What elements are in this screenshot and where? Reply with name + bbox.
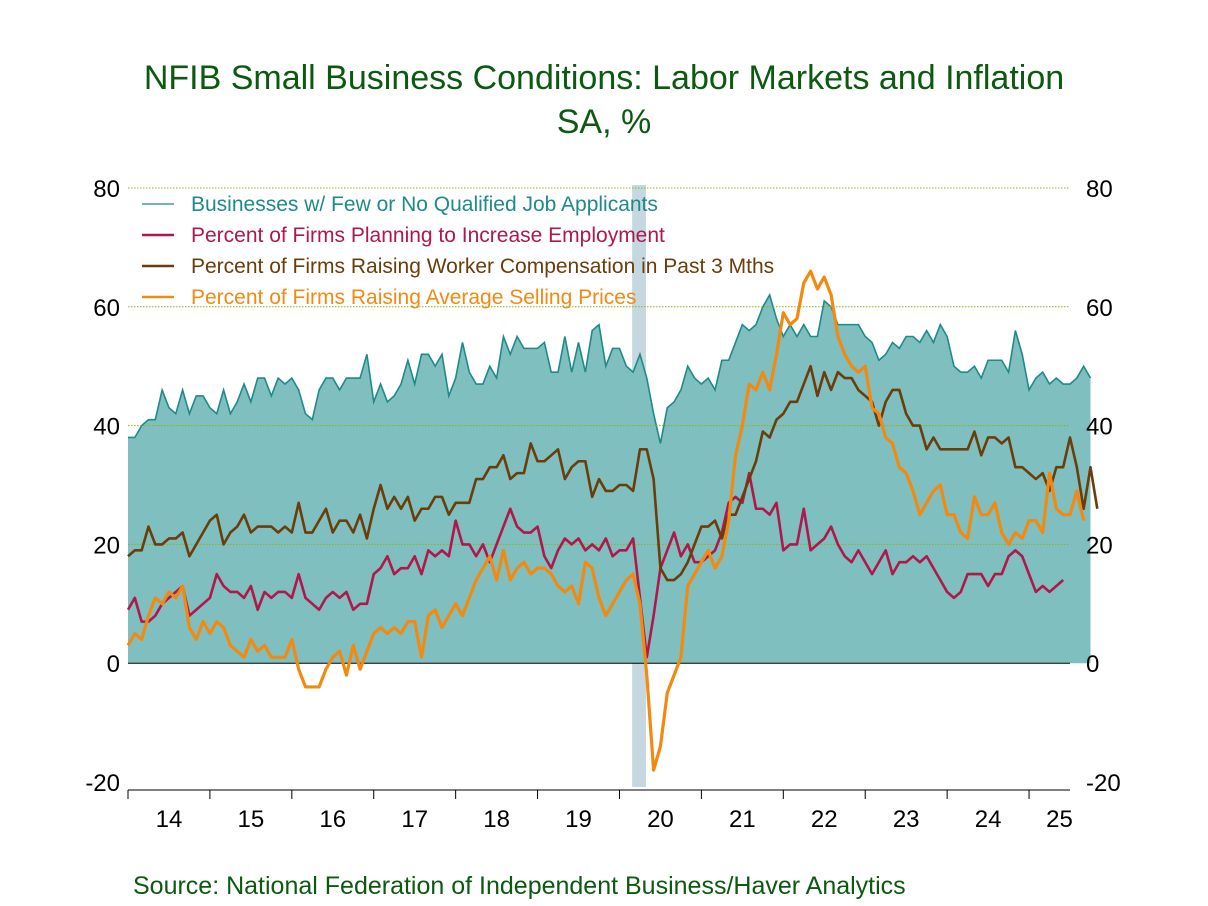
y-tick-label-left: 20 xyxy=(93,532,120,559)
y-tick-label-left: 40 xyxy=(93,414,120,441)
legend-label: Businesses w/ Few or No Qualified Job Ap… xyxy=(191,193,658,216)
legend-label: Percent of Firms Planning to Increase Em… xyxy=(191,224,665,247)
y-tick-label-right: 20 xyxy=(1086,532,1113,559)
y-tick-label-left: 0 xyxy=(107,651,120,678)
series-line-compensation xyxy=(127,364,1099,582)
x-tick-label: 23 xyxy=(893,806,920,833)
series-line-employment xyxy=(126,471,1065,659)
area-series-line xyxy=(128,292,1092,444)
chart-subtitle: SA, % xyxy=(556,103,652,141)
x-tick-label: 16 xyxy=(319,806,346,833)
x-tick-label: 15 xyxy=(238,806,265,833)
y-tick-label-left: 60 xyxy=(93,295,120,322)
x-tick-label: 20 xyxy=(647,806,674,833)
y-tick-label-left: -20 xyxy=(85,770,120,797)
y-tick-label-left: 80 xyxy=(93,176,120,203)
y-tick-label-right: 80 xyxy=(1086,176,1113,203)
x-tick-label: 21 xyxy=(729,806,756,833)
x-tick-label: 18 xyxy=(483,806,510,833)
area-series-fill xyxy=(128,294,1091,664)
chart-title: NFIB Small Business Conditions: Labor Ma… xyxy=(143,59,1065,97)
source-note: Source: National Federation of Independe… xyxy=(133,872,906,900)
legend-label: Percent of Firms Raising Average Selling… xyxy=(191,286,636,309)
y-tick-label-right: -20 xyxy=(1086,770,1121,797)
x-tick-label: 14 xyxy=(156,806,183,833)
series-line-prices xyxy=(126,269,1086,772)
x-tick-label: 25 xyxy=(1046,806,1073,833)
y-tick-label-right: 0 xyxy=(1086,651,1099,678)
legend-label: Percent of Firms Raising Worker Compensa… xyxy=(191,255,774,278)
x-tick-label: 22 xyxy=(811,806,838,833)
x-tick-label: 17 xyxy=(401,806,428,833)
x-tick-label: 19 xyxy=(565,806,592,833)
x-tick-label: 24 xyxy=(975,806,1002,833)
y-tick-label-right: 40 xyxy=(1086,414,1113,441)
y-tick-label-right: 60 xyxy=(1086,295,1113,322)
